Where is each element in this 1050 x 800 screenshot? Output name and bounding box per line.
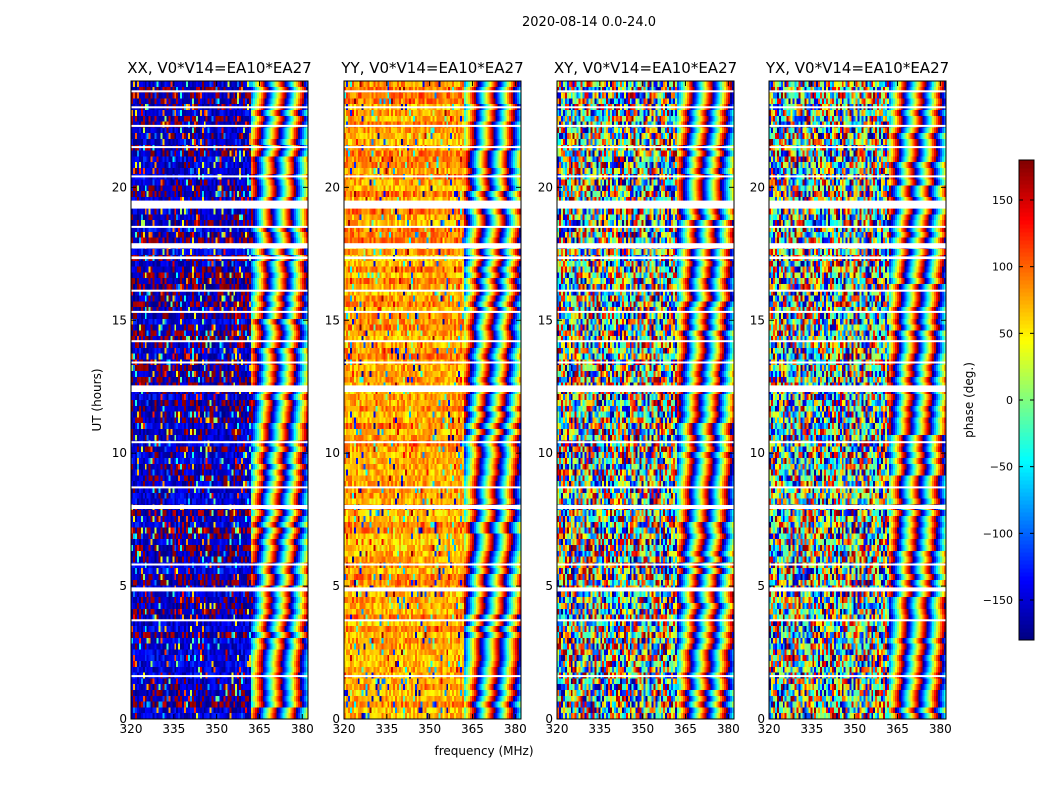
figure-suptitle: 2020-08-14 0.0-24.0 — [522, 15, 656, 30]
figure: 2020-08-14 0.0-24.0 XX, V0*V14=EA10*EA27… — [0, 0, 1050, 800]
